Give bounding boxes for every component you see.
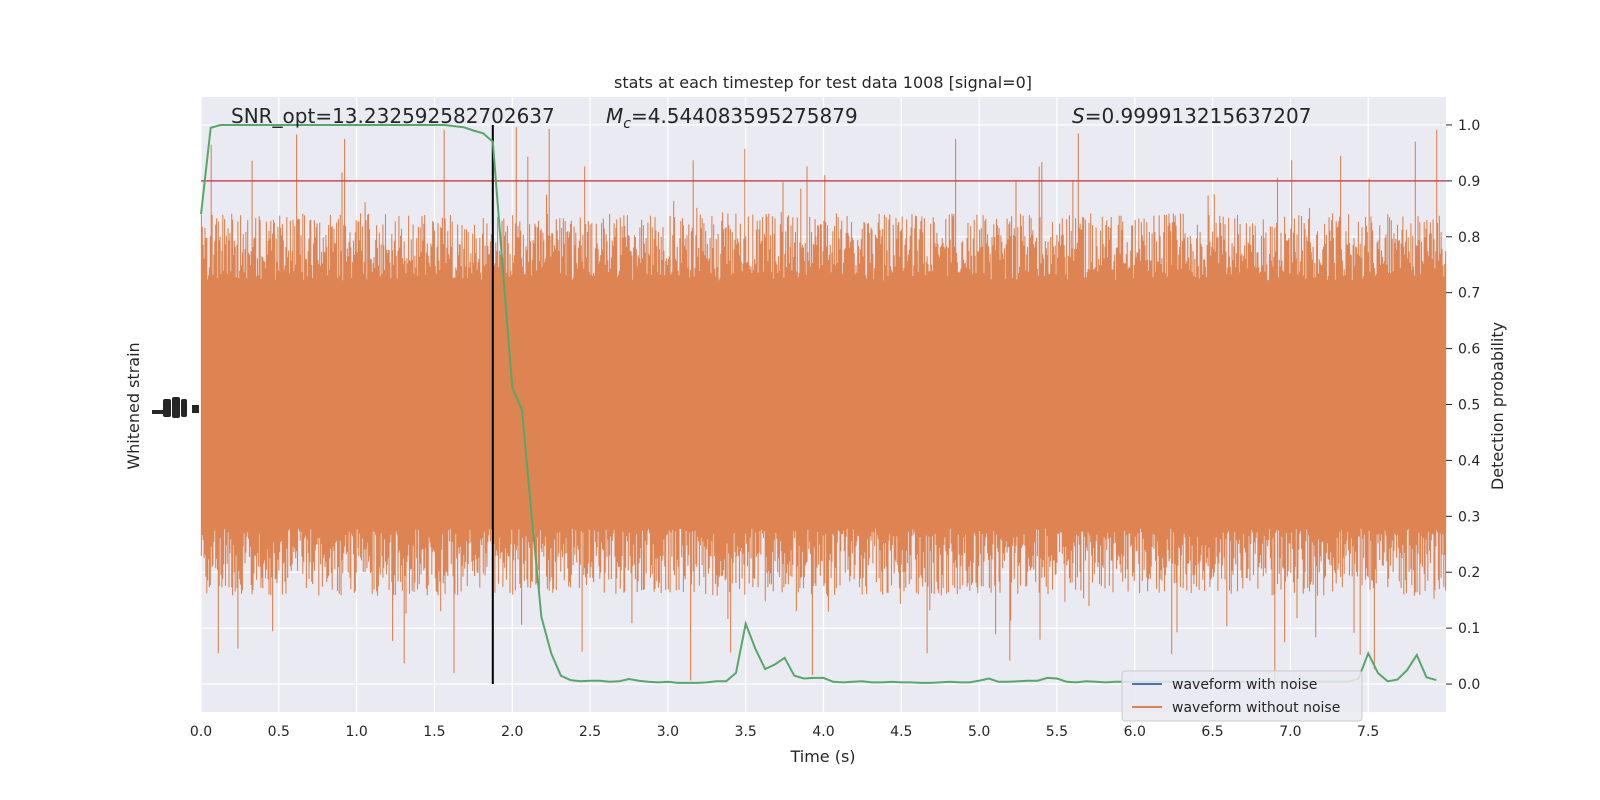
- x-tick-label: 2.0: [501, 724, 523, 740]
- y-tick-label: 0.1: [1458, 621, 1480, 637]
- x-tick-label: 5.5: [1046, 724, 1068, 740]
- chart-title: stats at each timestep for test data 100…: [614, 73, 1032, 92]
- x-tick-label: 0.5: [268, 724, 290, 740]
- waveform-trace: [200, 127, 1447, 681]
- chirp-mass-symbol: M: [606, 104, 623, 128]
- x-tick-label: 7.5: [1357, 724, 1379, 740]
- left-axis-overlapping-ticks: [152, 397, 199, 418]
- s-value: =0.999913215637207: [1085, 104, 1312, 128]
- y-tick-label: 1.0: [1458, 118, 1480, 134]
- chirp-mass-value: =4.544083595275879: [631, 104, 858, 128]
- y-tick-label: 0.3: [1458, 509, 1480, 525]
- y-tick-label: 0.5: [1458, 398, 1480, 414]
- x-tick-label: 4.0: [812, 724, 834, 740]
- legend-label-without-noise: waveform without noise: [1172, 700, 1340, 716]
- x-tick-label: 1.0: [345, 724, 367, 740]
- y-tick-label: 0.0: [1458, 677, 1480, 693]
- left-axis-label: Whitened strain: [124, 342, 143, 469]
- x-tick-label: 3.0: [657, 724, 679, 740]
- chirp-mass-subscript: c: [623, 116, 631, 132]
- snr-annotation: SNR_opt=13.232592582702637: [231, 104, 555, 128]
- x-tick-label: 5.0: [968, 724, 990, 740]
- x-tick-label: 4.5: [890, 724, 912, 740]
- legend-label-with-noise: waveform with noise: [1172, 677, 1317, 693]
- x-tick-label: 0.0: [190, 724, 212, 740]
- x-tick-label: 3.5: [735, 724, 757, 740]
- y-tick-label: 0.4: [1458, 453, 1480, 469]
- legend: waveform with noise waveform without noi…: [1121, 670, 1363, 722]
- x-axis-label: Time (s): [789, 747, 855, 766]
- x-tick-label: 6.0: [1124, 724, 1146, 740]
- y-tick-label: 0.8: [1458, 230, 1480, 246]
- y-tick-label: 0.2: [1458, 565, 1480, 581]
- x-tick-label: 2.5: [579, 724, 601, 740]
- x-tick-label: 7.0: [1279, 724, 1301, 740]
- y-tick-label: 0.6: [1458, 342, 1480, 358]
- x-tick-label: 6.5: [1201, 724, 1223, 740]
- y-tick-label: 0.9: [1458, 174, 1480, 190]
- s-annotation: S=0.999913215637207: [1072, 104, 1311, 128]
- y-tick-label: 0.7: [1458, 286, 1480, 302]
- chirp-mass-annotation: Mc=4.544083595275879: [606, 104, 858, 132]
- right-axis-label: Detection probability: [1488, 322, 1507, 490]
- x-axis-ticks: 0.0 0.5 1.0 1.5 2.0 2.5 3.0 3.5 4.0 4.5 5.0 5.5 6.0 6…: [190, 724, 1379, 740]
- x-tick-label: 1.5: [423, 724, 445, 740]
- right-axis-ticks: 0.0 0.1 0.2 0.3 0.4 0.5 0.6 0.7 0.8 0.9 1.0: [1446, 118, 1480, 693]
- waveform-without-noise-series: [200, 127, 1447, 681]
- s-symbol: S: [1072, 104, 1085, 128]
